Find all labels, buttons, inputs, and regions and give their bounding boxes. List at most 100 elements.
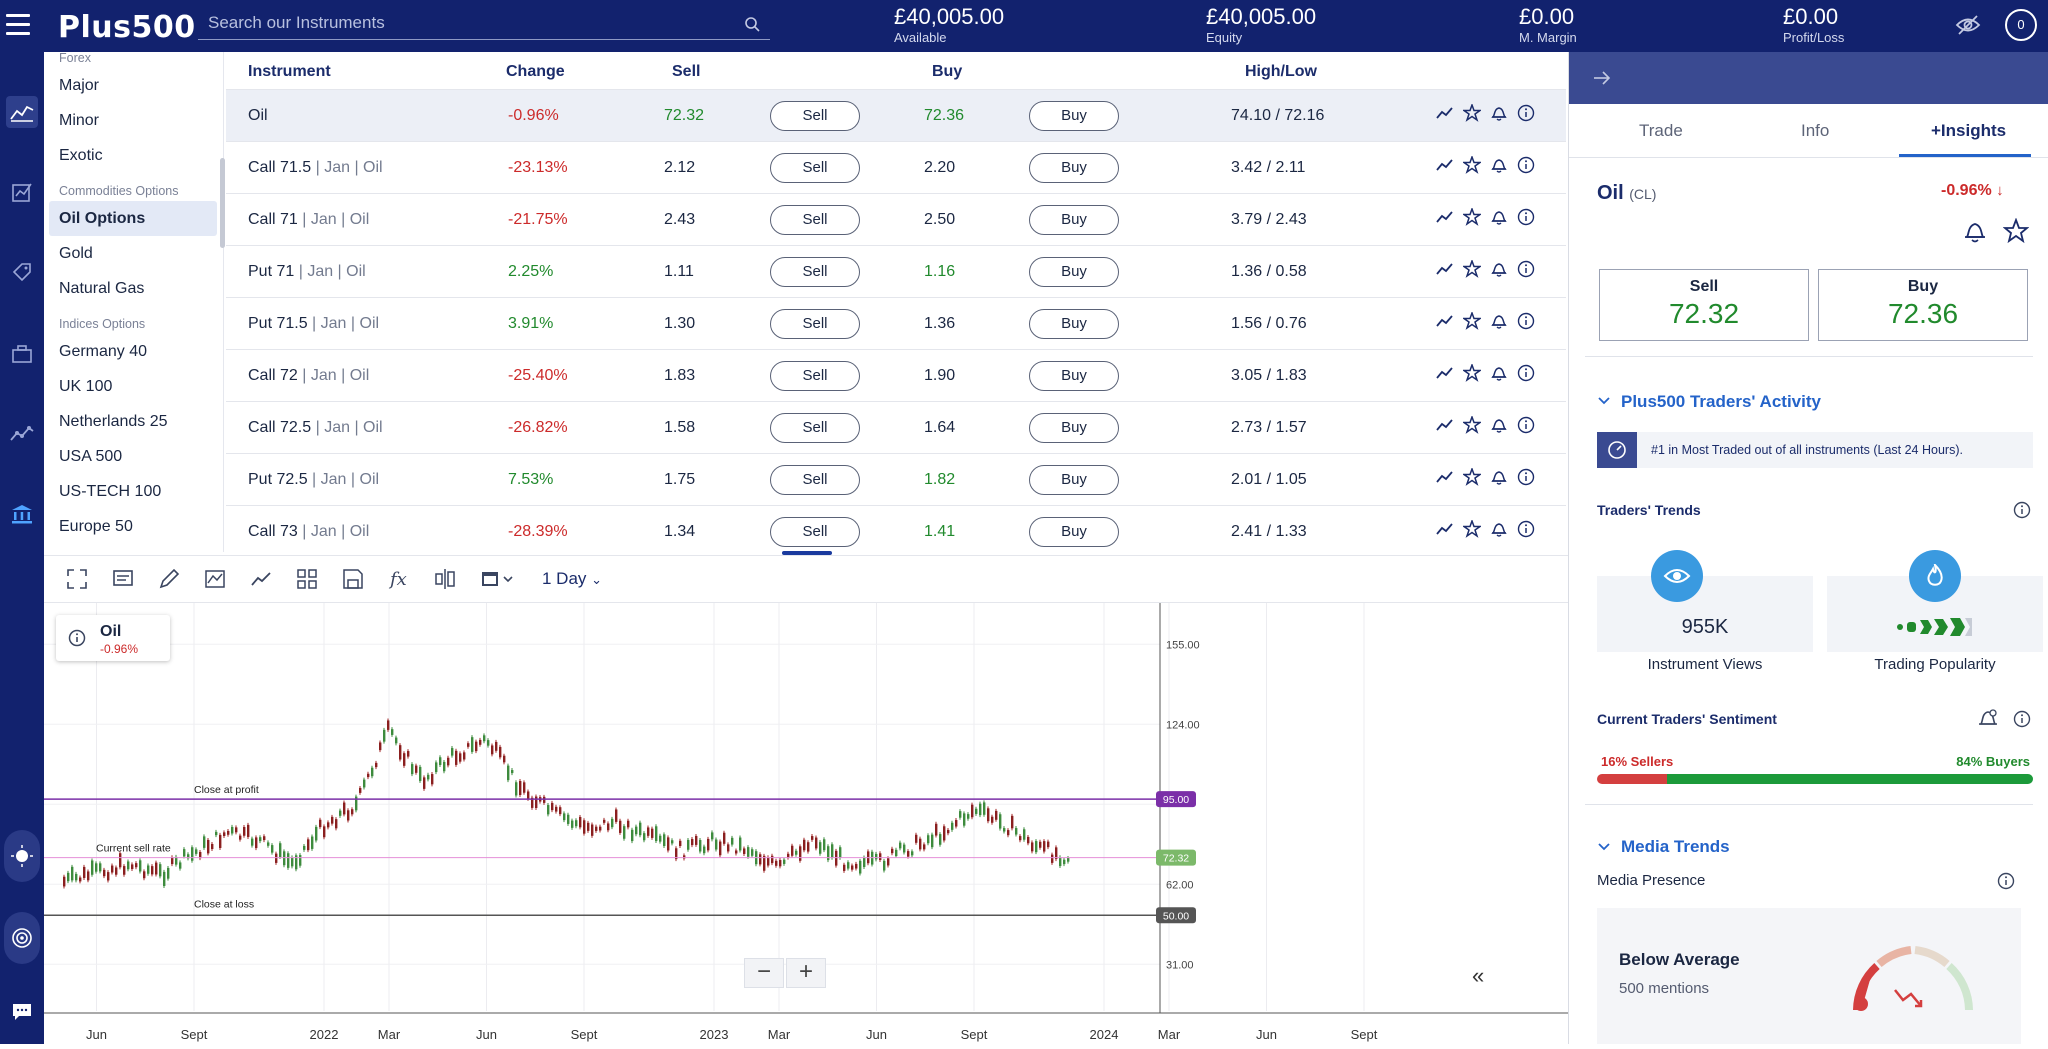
menu-icon[interactable] [6,14,30,36]
instrument-name[interactable]: Call 73 | Jan | Oil [248,523,370,540]
instrument-name[interactable]: Put 71 | Jan | Oil [248,263,366,280]
period-selector[interactable]: 1 Day ⌄ [542,569,603,588]
draw-pencil-icon[interactable] [158,568,180,590]
sell-button[interactable]: Sell [770,465,860,495]
sell-button[interactable]: Sell [770,205,860,235]
info-icon[interactable] [1517,468,1535,491]
buy-button[interactable]: Buy [1029,101,1119,131]
bell-icon[interactable] [1490,364,1508,387]
sell-price-button[interactable]: Sell 72.32 [1599,269,1809,341]
buy-button[interactable]: Buy [1029,517,1119,547]
trends-info-icon[interactable] [2013,501,2031,519]
target-icon[interactable] [4,912,40,964]
notes-icon[interactable] [112,568,134,590]
search-input[interactable] [198,8,718,38]
bell-icon[interactable] [1490,104,1508,127]
search-icon[interactable] [744,16,760,32]
table-row[interactable]: Call 71 | Jan | Oil -21.75% 2.43 Sell 2.50 Bu… [226,194,1566,246]
table-row[interactable]: Call 72.5 | Jan | Oil -26.82% 1.58 Sell 1.64… [226,402,1566,454]
trend-icon[interactable] [1436,104,1454,127]
table-row[interactable]: Oil -0.96% 72.32 Sell 72.36 Buy 74.10 / 72.16 [226,90,1566,142]
instrument-name[interactable]: Call 71.5 | Jan | Oil [248,159,383,176]
nav-item-us-tech-100[interactable]: US-TECH 100 [59,483,162,500]
compare-icon[interactable] [434,568,456,590]
bell-icon[interactable] [1490,156,1508,179]
save-icon[interactable] [342,568,364,590]
col-instrument[interactable]: Instrument [248,63,331,80]
nav-item-oil-options[interactable]: Oil Options [49,201,217,236]
star-icon[interactable] [1461,258,1483,283]
star-icon[interactable] [1461,518,1483,543]
star-icon[interactable] [1461,310,1483,335]
info-icon[interactable] [1517,312,1535,335]
sentiment-info-icon[interactable] [2013,710,2031,728]
bell-icon[interactable] [1490,520,1508,543]
buy-button[interactable]: Buy [1029,413,1119,443]
buy-button[interactable]: Buy [1029,361,1119,391]
trend-icon[interactable] [1436,468,1454,491]
buy-button[interactable]: Buy [1029,205,1119,235]
col-change[interactable]: Change [506,63,565,80]
nav-item-europe-50[interactable]: Europe 50 [59,518,133,535]
star-icon[interactable] [1461,102,1483,127]
bell-icon[interactable] [1490,416,1508,439]
account-icon[interactable]: 0 [2005,9,2037,41]
sell-button[interactable]: Sell [770,257,860,287]
panel-resize-handle[interactable] [782,551,832,555]
chart-canvas[interactable]: Jun Sept 2022 Mar Jun Sept 2023 Mar Jun Sept 2024 M… [44,603,1568,1044]
trends-icon[interactable] [6,418,38,450]
info-icon[interactable] [1517,364,1535,387]
instrument-name[interactable]: Call 71 | Jan | Oil [248,211,370,228]
bell-icon[interactable] [1490,260,1508,283]
tab-insights[interactable]: +Insights [1931,121,2007,140]
table-row[interactable]: Call 72 | Jan | Oil -25.40% 1.83 Sell 1.90 Bu… [226,350,1566,402]
instrument-name[interactable]: Call 72.5 | Jan | Oil [248,419,383,436]
nav-item-gold[interactable]: Gold [59,245,93,262]
alert-settings-icon[interactable] [1977,708,1999,730]
trend-icon[interactable] [1436,364,1454,387]
table-row[interactable]: Put 71.5 | Jan | Oil 3.91% 1.30 Sell 1.36 Buy… [226,298,1566,350]
tab-info[interactable]: Info [1801,121,1830,140]
star-icon[interactable] [1461,414,1483,439]
star-icon[interactable] [1461,154,1483,179]
sell-button[interactable]: Sell [770,517,860,547]
trend-icon[interactable] [1436,156,1454,179]
nav-item-natural-gas[interactable]: Natural Gas [59,280,145,297]
theme-toggle[interactable] [4,830,40,882]
function-icon[interactable]: fx [388,568,412,590]
chart-icon[interactable] [6,96,38,128]
hide-balance-icon[interactable] [1955,14,1981,36]
zoom-in-button[interactable]: + [786,958,826,988]
media-trends-title[interactable]: Media Trends [1621,837,1730,856]
table-row[interactable]: Call 73 | Jan | Oil -28.39% 1.34 Sell 1.41 Bu… [226,506,1566,552]
trend-icon[interactable] [1436,520,1454,543]
nav-item-netherlands-25[interactable]: Netherlands 25 [59,413,168,430]
col-highlow[interactable]: High/Low [1245,63,1317,80]
nav-item-minor[interactable]: Minor [59,112,100,129]
info-icon[interactable] [1517,520,1535,543]
sell-button[interactable]: Sell [770,361,860,391]
bell-icon[interactable] [1490,468,1508,491]
trend-icon[interactable] [1436,260,1454,283]
orders-tag-icon[interactable] [6,256,38,288]
info-icon[interactable] [1517,208,1535,231]
nav-item-germany-40[interactable]: Germany 40 [59,343,148,360]
sell-button[interactable]: Sell [770,413,860,443]
bank-icon[interactable] [6,498,38,530]
trend-icon[interactable] [1436,416,1454,439]
nav-scrollbar[interactable] [220,158,225,248]
indicator-icon[interactable] [204,568,226,590]
nav-item-major[interactable]: Major [59,77,100,94]
chat-icon[interactable] [6,996,38,1028]
col-buy[interactable]: Buy [932,63,963,80]
sell-button[interactable]: Sell [770,309,860,339]
fullscreen-icon[interactable] [66,568,88,590]
nav-item-uk-100[interactable]: UK 100 [59,378,113,395]
trend-icon[interactable] [1436,208,1454,231]
chevron-down-icon[interactable] [1597,396,1611,406]
calendar-icon[interactable] [480,568,514,590]
nav-item-usa-500[interactable]: USA 500 [59,448,123,465]
star-icon[interactable] [1461,362,1483,387]
buy-button[interactable]: Buy [1029,309,1119,339]
bell-icon[interactable] [1490,208,1508,231]
